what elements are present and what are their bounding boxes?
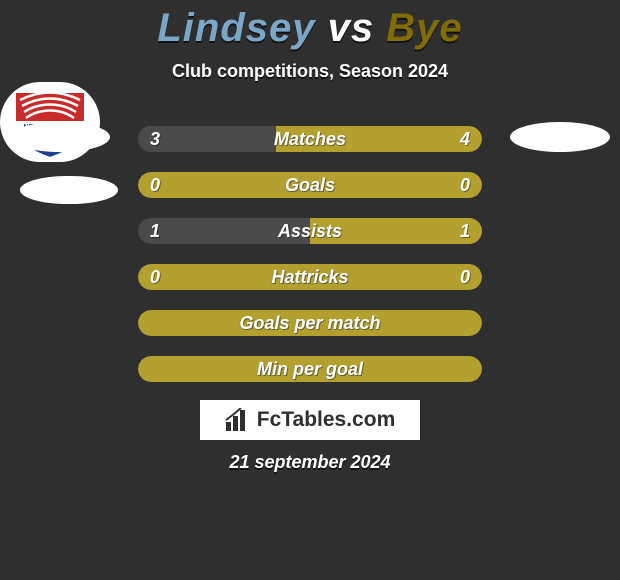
subtitle: Club competitions, Season 2024 — [0, 61, 620, 82]
bar-val-left: 0 — [150, 172, 160, 198]
fctables-text: FcTables.com — [257, 408, 396, 432]
bar-label: Assists — [138, 218, 482, 244]
bar-val-left: 0 — [150, 264, 160, 290]
fctables-icon — [225, 408, 251, 432]
bar-label: Min per goal — [138, 356, 482, 382]
team-logo-left-2 — [20, 176, 118, 204]
stat-row: Assists1 1 — [138, 218, 482, 244]
bar-val-left: 3 — [150, 126, 160, 152]
stat-row: Min per goal — [138, 356, 482, 382]
stat-row: Goals per match — [138, 310, 482, 336]
root: Lindsey vs Bye Club competitions, Season… — [0, 0, 620, 580]
bar-label: Hattricks — [138, 264, 482, 290]
title-vs: vs — [328, 6, 375, 50]
title-player2: Bye — [386, 6, 462, 50]
bar-label: Matches — [138, 126, 482, 152]
team-logo-left-1 — [10, 122, 110, 152]
comparison-title: Lindsey vs Bye — [0, 0, 620, 51]
bar-val-left: 1 — [150, 218, 160, 244]
bar-label: Goals per match — [138, 310, 482, 336]
bar-val-right: 4 — [460, 126, 470, 152]
fctables-badge: FcTables.com — [200, 400, 420, 440]
bar-val-right: 1 — [460, 218, 470, 244]
bar-val-right: 0 — [460, 172, 470, 198]
date-label: 21 september 2024 — [0, 452, 620, 473]
bar-label: Goals — [138, 172, 482, 198]
team-logo-right-1 — [510, 122, 610, 152]
stat-row: Goals0 0 — [138, 172, 482, 198]
title-player1: Lindsey — [157, 6, 315, 50]
stat-bars: Matches34Goals00Assists11Hattricks00Goal… — [138, 126, 482, 402]
stat-row: Hattricks0 0 — [138, 264, 482, 290]
stat-row: Matches3 4 — [138, 126, 482, 152]
bar-val-right: 0 — [460, 264, 470, 290]
